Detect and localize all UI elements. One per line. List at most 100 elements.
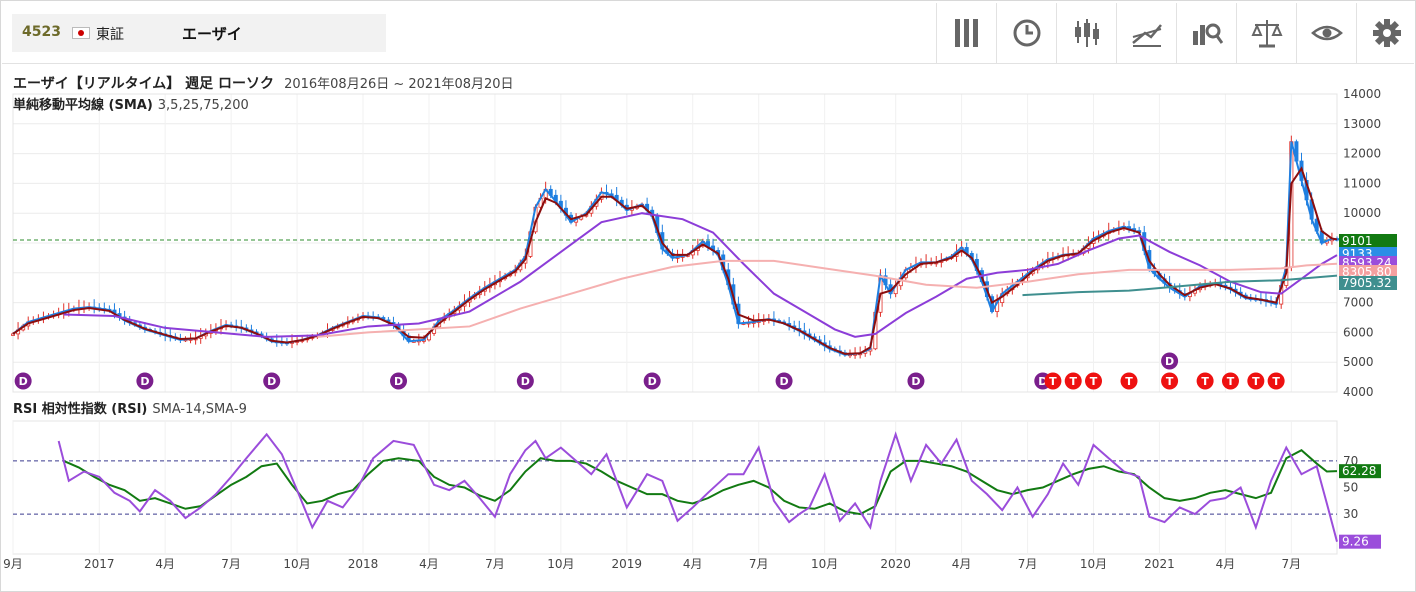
event-marker-label: D (1038, 375, 1047, 388)
x-tick-label: 4月 (1216, 557, 1236, 571)
rsi-value-tag (1339, 534, 1381, 549)
price-series (10, 135, 1340, 359)
y-tick-label: 6000 (1343, 325, 1374, 339)
topic-marker[interactable] (1196, 372, 1214, 390)
topic-marker[interactable] (1044, 372, 1062, 390)
sma-line (317, 259, 1338, 338)
dividend-marker[interactable] (907, 372, 925, 390)
sma-legend: 単純移動平均線 (SMA) 3,5,25,75,200 (13, 97, 249, 113)
x-tick-label: 7月 (1282, 557, 1302, 571)
rsi-tick-label: 30 (1343, 507, 1358, 521)
price-close-line (12, 141, 1338, 356)
dividend-marker[interactable] (775, 372, 793, 390)
gear-icon (1373, 19, 1401, 47)
topic-marker[interactable] (1120, 372, 1138, 390)
x-tick-label: 7月 (1018, 557, 1038, 571)
clock-icon (1013, 19, 1041, 47)
rsi-grid (12, 420, 1338, 555)
price-tag-label: 8305.80 (1342, 265, 1392, 279)
x-tick-label: 4月 (419, 557, 439, 571)
x-tick-label: 7月 (749, 557, 769, 571)
event-marker-label: T (1069, 375, 1077, 388)
japan-flag-icon (72, 27, 90, 39)
topic-marker[interactable] (1267, 372, 1285, 390)
x-tick-label: 10月 (547, 557, 574, 571)
market-label: 東証 (96, 27, 124, 43)
rsi-value-label: 62.28 (1342, 464, 1376, 478)
x-tick-label: 2021 (1144, 557, 1175, 571)
event-marker-label: D (1165, 355, 1174, 368)
event-marker-label: D (394, 375, 403, 388)
y-tick-label: 11000 (1343, 176, 1381, 190)
topic-marker[interactable] (1161, 372, 1179, 390)
indicator-button[interactable] (1176, 3, 1236, 63)
sma-line (12, 166, 1338, 355)
price-tag (1339, 234, 1397, 248)
event-marker-label: D (19, 375, 28, 388)
dividend-marker[interactable] (1161, 352, 1179, 370)
event-marker-label: D (911, 375, 920, 388)
topic-marker[interactable] (1085, 372, 1103, 390)
rsi-line (57, 431, 1338, 542)
rsi-value-tag (1339, 464, 1381, 479)
chart-type-button[interactable] (1056, 3, 1116, 63)
drawing-button[interactable] (1116, 3, 1176, 63)
event-marker-label: D (140, 375, 149, 388)
panel-toggle-icon (955, 19, 978, 47)
display-button[interactable] (1296, 3, 1356, 63)
candlestick-icon (1075, 19, 1099, 47)
topic-marker[interactable] (1247, 372, 1265, 390)
price-pane-border (12, 93, 1338, 393)
dividend-marker[interactable] (136, 372, 154, 390)
rsi-pane-border (12, 420, 1338, 555)
event-marker-label: T (1049, 375, 1057, 388)
x-tick-label: 9月 (3, 557, 23, 571)
sma-line (1022, 274, 1338, 297)
period-button[interactable] (996, 3, 1056, 63)
x-tick-label: 10月 (811, 557, 838, 571)
analysis-icon (1193, 23, 1223, 45)
rsi-lines (57, 431, 1338, 542)
price-tag-label: 9101 (1342, 234, 1373, 248)
eye-icon (1311, 25, 1343, 41)
event-marker-label: D (521, 375, 530, 388)
x-tick-label: 7月 (221, 557, 241, 571)
y-tick-label: 12000 (1343, 147, 1381, 161)
x-tick-label: 10月 (283, 557, 310, 571)
settings-button[interactable] (1356, 3, 1416, 63)
y-tick-label: 13000 (1343, 117, 1381, 131)
dividend-marker[interactable] (263, 372, 281, 390)
sma-line (63, 212, 1338, 338)
event-marker-label: D (648, 375, 657, 388)
panel-toggle-button[interactable] (936, 3, 996, 63)
event-marker-label: T (1125, 375, 1133, 388)
dividend-marker[interactable] (516, 372, 534, 390)
event-marker-label: T (1227, 375, 1235, 388)
dividend-marker[interactable] (14, 372, 32, 390)
event-markers: D D D D D D D D DDT T T T T T T T T (14, 352, 1285, 390)
x-tick-label: 2017 (84, 557, 115, 571)
x-tick-label: 10月 (1080, 557, 1107, 571)
y-tick-label: 4000 (1343, 385, 1374, 399)
x-tick-label: 7月 (485, 557, 505, 571)
trendline-icon (1132, 24, 1162, 47)
price-chart-title: エーザイ【リアルタイム】 週足 ローソク 2016年08月26日 ~ 2021年0… (13, 76, 514, 92)
dividend-marker[interactable] (390, 372, 408, 390)
x-tick-label: 2019 (612, 557, 643, 571)
compare-button[interactable] (1236, 3, 1296, 63)
x-tick-label: 4月 (952, 557, 972, 571)
price-tag (1339, 265, 1397, 279)
dividend-marker[interactable] (643, 372, 661, 390)
event-marker-label: T (1166, 375, 1174, 388)
topic-marker[interactable] (1221, 372, 1239, 390)
balance-icon (1251, 20, 1283, 48)
topic-marker[interactable] (1064, 372, 1082, 390)
x-tick-label: 4月 (683, 557, 703, 571)
price-tag-label: 7905.32 (1342, 276, 1392, 290)
event-marker-label: T (1252, 375, 1260, 388)
y-tick-label: 5000 (1343, 355, 1374, 369)
moving-averages (12, 166, 1338, 355)
x-tick-label: 4月 (155, 557, 175, 571)
